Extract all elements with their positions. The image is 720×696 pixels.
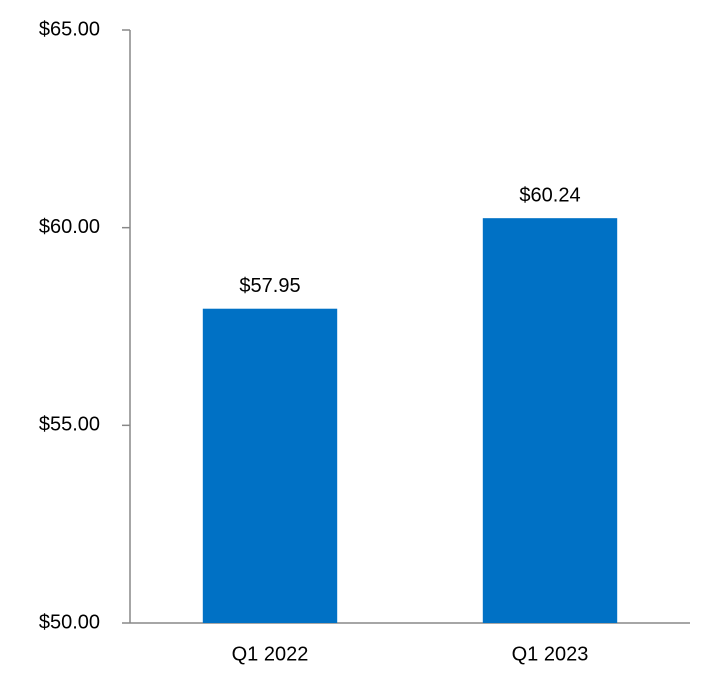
data-label: $57.95 [239,275,300,297]
bar [482,218,618,624]
y-tick-label: $50.00 [39,611,100,633]
data-label: $60.24 [519,184,580,206]
y-tick-label: $65.00 [39,18,100,40]
x-tick-label: Q1 2022 [232,643,309,665]
y-tick-label: $55.00 [39,414,100,436]
bar [202,308,338,623]
x-tick-label: Q1 2023 [512,643,589,665]
y-tick-label: $60.00 [39,216,100,238]
